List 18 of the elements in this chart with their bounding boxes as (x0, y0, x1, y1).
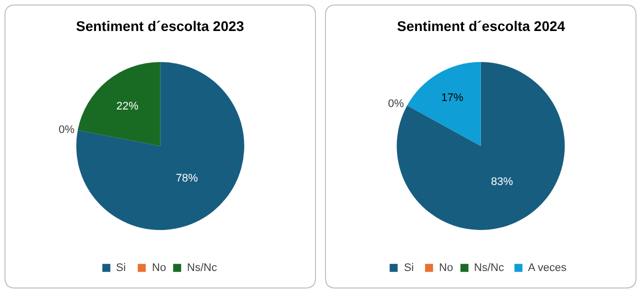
data-label: 83% (491, 176, 514, 188)
chart-title: Sentiment d´escolta 2023 (76, 18, 244, 34)
legend-label: No (439, 262, 454, 274)
chart-title: Sentiment d´escolta 2024 (397, 18, 566, 34)
legend-label: No (152, 262, 166, 274)
data-label: 78% (176, 172, 198, 184)
legend-label: A veces (528, 262, 568, 274)
text: 0% (58, 124, 75, 136)
pie-slice (76, 62, 244, 230)
pie-slice (78, 62, 160, 146)
text: 0% (388, 98, 404, 110)
legend-label: Si (404, 262, 414, 274)
pie-slice (407, 62, 481, 146)
data-label: 17% (441, 92, 464, 104)
legend-label: Ns/Nc (187, 262, 218, 274)
legend-label: Si (116, 262, 126, 274)
legend-label: Ns/Nc (474, 262, 504, 274)
data-label: 22% (116, 100, 139, 112)
